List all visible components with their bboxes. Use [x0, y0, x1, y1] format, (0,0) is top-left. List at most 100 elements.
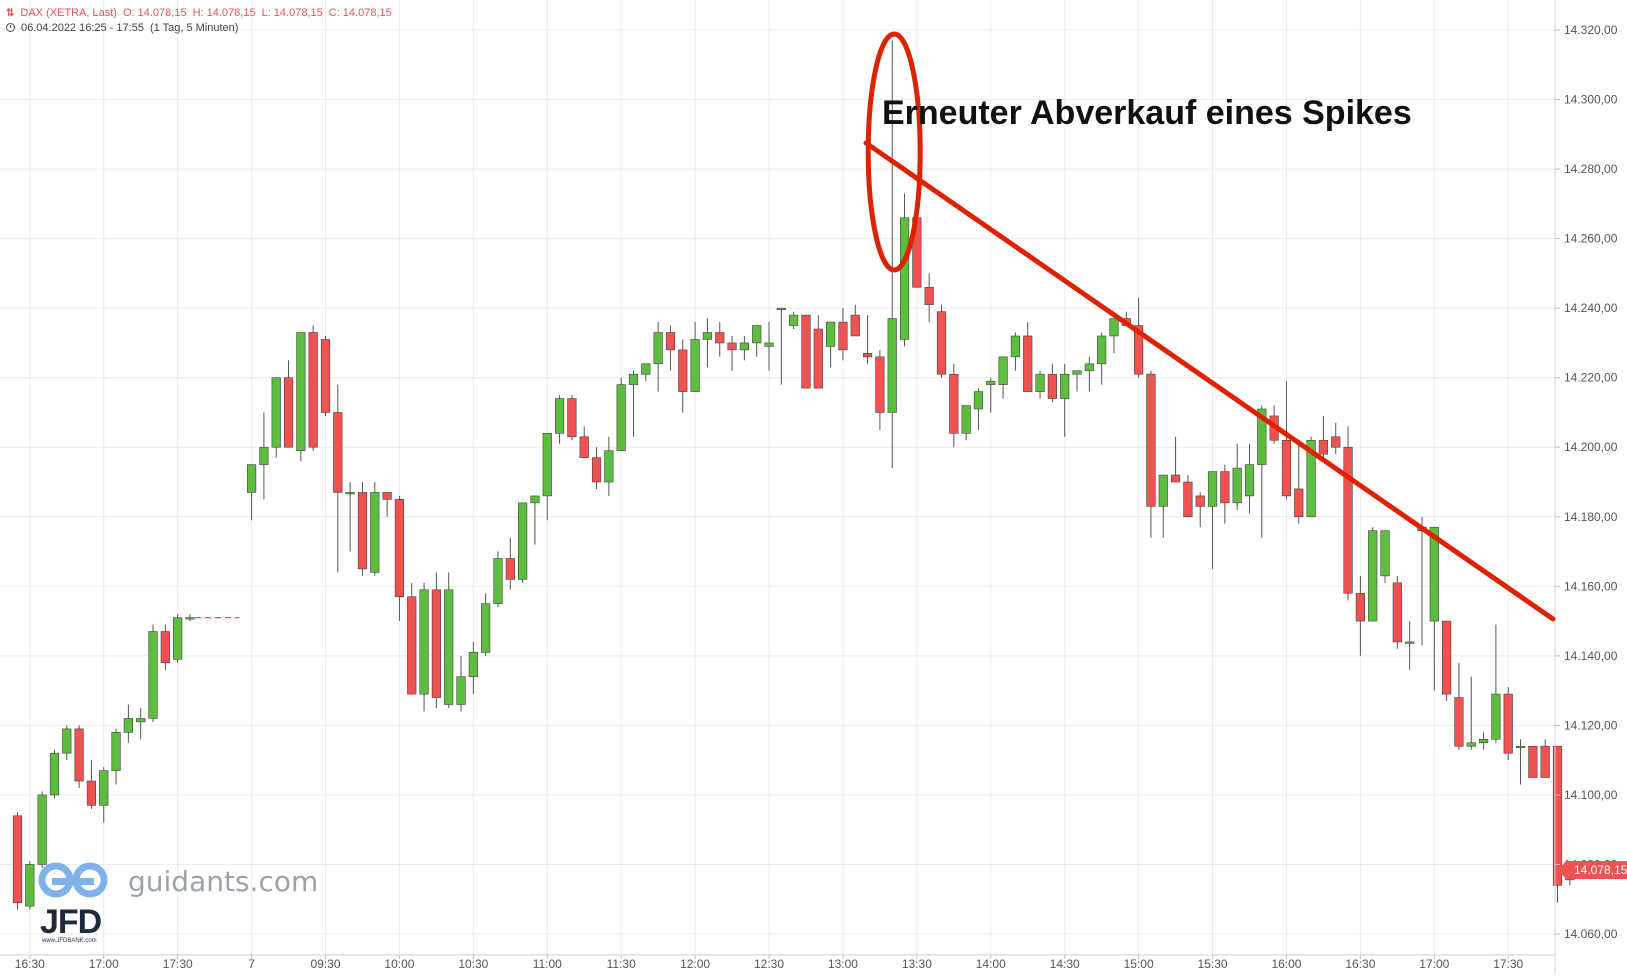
candle-down	[407, 582, 417, 695]
candle-down	[1528, 745, 1538, 778]
candle-up	[99, 767, 109, 823]
candle-body	[283, 377, 294, 448]
x-tick-label: 12:00	[680, 957, 710, 971]
candle-body	[591, 457, 602, 483]
trend-line	[863, 140, 1556, 622]
candle-body	[628, 373, 639, 385]
candle-body	[801, 314, 811, 389]
y-tick-label: 14.320,00	[1564, 23, 1618, 37]
candle-body	[641, 363, 651, 375]
candle-up	[148, 624, 158, 722]
candle-body	[1540, 745, 1550, 778]
candle-up	[259, 412, 269, 500]
candle-body	[1405, 641, 1415, 644]
candle-body	[1392, 582, 1402, 643]
candle-up	[1158, 474, 1168, 538]
candle-down	[333, 384, 343, 573]
candle-body	[1158, 474, 1168, 507]
candle-down	[862, 315, 873, 364]
candle-down	[591, 447, 602, 489]
spike-ellipse	[865, 31, 923, 273]
candle-up	[173, 614, 183, 663]
candle-up	[37, 791, 47, 868]
x-tick-label: 14:30	[1050, 957, 1080, 971]
candle-body	[1109, 318, 1119, 337]
x-tick-label: 11:30	[607, 957, 636, 971]
candle-body	[752, 325, 762, 344]
last-price-badge: 14.078,15	[1557, 861, 1627, 879]
candle-body	[961, 405, 971, 434]
candle-up	[1257, 405, 1267, 538]
y-tick-label: 14.260,00	[1564, 232, 1618, 246]
y-tick-label: 14.280,00	[1564, 162, 1618, 176]
candle-down	[1454, 662, 1464, 750]
candle-body	[1306, 439, 1316, 518]
candle-down	[1047, 363, 1057, 403]
candle-down	[382, 492, 392, 517]
candle-body	[579, 436, 589, 458]
candle-down	[838, 308, 848, 361]
candle-down	[936, 304, 947, 378]
candle-up	[554, 395, 565, 444]
candle-up	[345, 482, 355, 552]
candle-up	[752, 325, 762, 357]
candle-body	[123, 718, 133, 733]
candle-down	[12, 812, 23, 910]
candle-body	[764, 342, 774, 347]
candle-up	[1035, 370, 1045, 399]
candle-body	[1368, 530, 1378, 622]
annotation-shapes	[863, 31, 1556, 622]
candle-body	[1207, 471, 1218, 507]
x-tick-label: 10:00	[384, 957, 414, 971]
candle-body	[678, 349, 688, 392]
candle-up	[899, 193, 910, 347]
candle-body	[370, 492, 380, 573]
candle-down	[1552, 745, 1563, 903]
candle-body	[542, 433, 552, 497]
x-tick-label: 17:30	[163, 957, 193, 971]
candle-up	[1429, 526, 1439, 691]
candle-body	[986, 380, 996, 385]
candle-body	[1220, 471, 1230, 504]
candle-body	[1528, 745, 1538, 778]
x-tick-label: 16:00	[1271, 957, 1301, 971]
candle-down	[74, 725, 84, 788]
candle-body	[259, 446, 269, 465]
symbol-label: DAX (XETRA, Last)	[20, 7, 117, 19]
candle-up	[887, 40, 897, 469]
candle-body	[296, 332, 306, 452]
candle-up	[185, 614, 195, 622]
candle-up	[690, 322, 700, 392]
candle-body	[1281, 439, 1292, 497]
candle-body	[382, 492, 392, 500]
candle-body	[468, 652, 478, 678]
candle-body	[1232, 467, 1242, 504]
candle-body	[111, 732, 121, 771]
candle-down	[801, 314, 811, 389]
candle-up	[1097, 332, 1107, 385]
candle-body	[49, 752, 60, 796]
candle-up	[296, 332, 306, 462]
candle-up	[1515, 739, 1526, 785]
candle-up	[616, 377, 626, 452]
candle-body	[1503, 693, 1513, 754]
candle-down	[1170, 436, 1181, 483]
candle-body	[394, 499, 405, 598]
candle-down	[1294, 443, 1304, 524]
candle-up	[493, 551, 503, 608]
candle-body	[173, 617, 183, 660]
candle-down	[320, 335, 331, 416]
chart-type-icon: ⇅	[6, 8, 15, 19]
y-tick-label: 14.200,00	[1564, 440, 1618, 454]
candle-body	[148, 631, 158, 719]
candle-down	[1281, 381, 1292, 500]
x-tick-label: 14:00	[976, 957, 1006, 971]
candle-down	[665, 325, 676, 371]
candle-up	[468, 641, 478, 695]
guidants-logo-icon	[38, 862, 108, 898]
range-header: 06.04.2022 16:25 - 17:55 (1 Tag, 5 Minute…	[6, 21, 244, 35]
candle-up	[136, 708, 146, 740]
candle-body	[813, 328, 823, 389]
y-tick-label: 14.240,00	[1564, 301, 1618, 315]
candle-body	[481, 603, 491, 653]
